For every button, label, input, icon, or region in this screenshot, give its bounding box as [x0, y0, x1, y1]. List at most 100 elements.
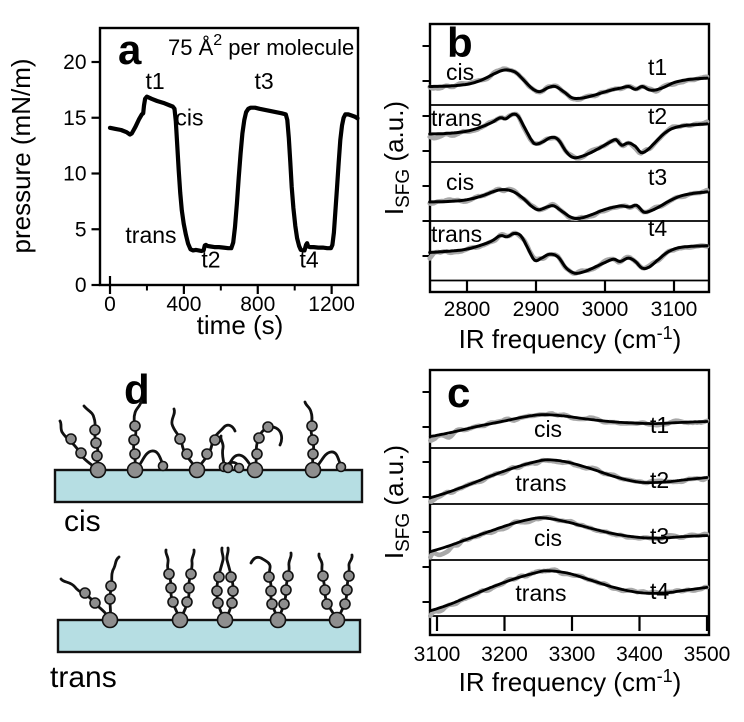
- panel-c-x-tick-label: 3300: [549, 643, 596, 666]
- time-label-t2: t2: [650, 467, 669, 493]
- trans-molecule: [317, 552, 355, 629]
- molecule-bead: [307, 448, 319, 460]
- panel-b-xlabel-prefix: IR frequency (cm: [459, 324, 657, 354]
- panel-b-ylabel-prefix: I: [379, 208, 409, 215]
- molecule-anchor: [171, 611, 189, 629]
- molecule-bead: [89, 424, 101, 436]
- molecule-bead: [341, 584, 353, 596]
- molecule-bead: [265, 585, 277, 597]
- panel-a-annotation-t2: t2: [201, 247, 220, 273]
- panel-c-x-tick-label: 3100: [414, 643, 461, 666]
- molecule-bead: [167, 596, 179, 608]
- molecule-bead: [212, 597, 224, 609]
- molecule-bead: [222, 462, 234, 474]
- state-label-t4: trans: [431, 221, 482, 247]
- pressure-curve: [107, 94, 360, 254]
- molecule-bead: [163, 568, 175, 580]
- molecule-bead: [165, 582, 177, 594]
- panel-c-x-tick-label: 3200: [481, 643, 528, 666]
- spectrum-fit-curve-t4: [428, 569, 709, 613]
- molecule-bead: [129, 420, 141, 432]
- molecule-bead: [225, 571, 237, 583]
- spectrum-fit-curve-t1: [428, 68, 709, 100]
- molecule-bead: [211, 585, 223, 597]
- time-label-t2: t2: [648, 103, 667, 129]
- molecule-bead: [278, 598, 290, 610]
- molecule-anchor: [304, 461, 322, 479]
- molecule-bead: [227, 585, 239, 597]
- time-label-t1: t1: [650, 412, 669, 438]
- panel-b-sfg-ch-spectra: b IR frequency (cm-1) ISFG (a.u.) 2800 29…: [379, 19, 711, 354]
- molecule-bead: [213, 571, 225, 583]
- panel-c-ylabel-suffix: (a.u.): [379, 445, 409, 513]
- molecule-bead: [181, 448, 193, 460]
- panel-a-frame: [98, 26, 360, 287]
- spectrum-fit-curve-t1: [428, 413, 709, 438]
- panel-a-x-tick-label: 800: [240, 293, 275, 316]
- molecule-bead: [201, 448, 213, 460]
- molecule-anchor: [89, 461, 107, 479]
- molecule-bead: [319, 584, 331, 596]
- panel-a-annotation-cis: cis: [175, 105, 203, 131]
- spectrum-fit-curve-t2: [428, 112, 709, 160]
- molecule-bead: [129, 448, 141, 460]
- molecule-bead: [263, 571, 275, 583]
- molecule-bead: [307, 434, 319, 446]
- molecule-bead: [181, 596, 193, 608]
- molecule-bead: [282, 570, 294, 582]
- cis-schematic-label: cis: [64, 505, 101, 538]
- panel-b-frame: [428, 22, 711, 294]
- molecule-bead: [306, 420, 318, 432]
- molecule-chain: [108, 555, 121, 622]
- panel-a-x-tick-label: 400: [166, 293, 201, 316]
- panel-b-letter: b: [447, 19, 473, 66]
- molecule-bead: [280, 584, 292, 596]
- molecule-bead: [209, 434, 221, 446]
- panel-a-annotation-t4: t4: [300, 247, 319, 273]
- panel-a-title-suffix: per molecule: [222, 35, 354, 60]
- panel-a-annotation-trans: trans: [125, 222, 176, 248]
- panel-b-x-tick-label: 2800: [444, 298, 491, 321]
- molecule-bead: [339, 598, 351, 610]
- time-label-t4: t4: [650, 578, 669, 604]
- time-label-t1: t1: [648, 54, 667, 80]
- panel-c-sfg-oh-spectra: c IR frequency (cm-1) ISFG (a.u.) 3100 32…: [379, 368, 731, 697]
- state-label-t4: trans: [515, 580, 566, 606]
- molecule-bead: [321, 598, 333, 610]
- molecule-bead: [253, 432, 265, 444]
- molecule-bead: [233, 462, 245, 474]
- panel-c-x-tick-label: 3500: [684, 643, 731, 666]
- molecule-anchor: [188, 461, 206, 479]
- state-label-t1: cis: [534, 416, 562, 442]
- cis-molecule: [222, 421, 284, 479]
- molecule-bead: [91, 450, 103, 462]
- panel-c-ylabel-subscript: SFG: [393, 513, 414, 552]
- panel-a-ylabel: pressure (mN/m): [6, 58, 36, 253]
- molecule-anchor: [216, 611, 234, 629]
- panel-a-y-tick-label: 20: [63, 51, 86, 74]
- spectrum-fit-curve-t3: [428, 188, 709, 220]
- trans-molecule: [59, 555, 121, 629]
- state-label-t3: cis: [534, 525, 562, 551]
- molecule-bead: [317, 570, 329, 582]
- panel-a-annotation-t1: t1: [145, 68, 164, 94]
- time-label-t3: t3: [648, 164, 667, 190]
- molecule-bead: [185, 568, 197, 580]
- state-label-t3: cis: [446, 169, 474, 195]
- panel-b-x-tick-label: 2900: [513, 298, 560, 321]
- panel-b-x-tick-label: 3100: [651, 298, 698, 321]
- panel-b-ylabel-subscript: SFG: [393, 169, 414, 208]
- molecule-bead: [75, 447, 87, 459]
- trans-schematic-label: trans: [50, 661, 117, 694]
- molecule-bead: [128, 434, 140, 446]
- trans-molecule: [249, 551, 294, 629]
- state-label-t1: cis: [446, 59, 474, 85]
- spectrum-fit-curve-t2: [428, 458, 709, 500]
- molecule-bead: [251, 448, 263, 460]
- spectrum-fit-curve-t3: [428, 516, 709, 554]
- panel-a-xlabel: time (s): [197, 310, 284, 340]
- panel-a-x-tick-label: 0: [104, 293, 116, 316]
- molecule-anchor: [246, 461, 264, 479]
